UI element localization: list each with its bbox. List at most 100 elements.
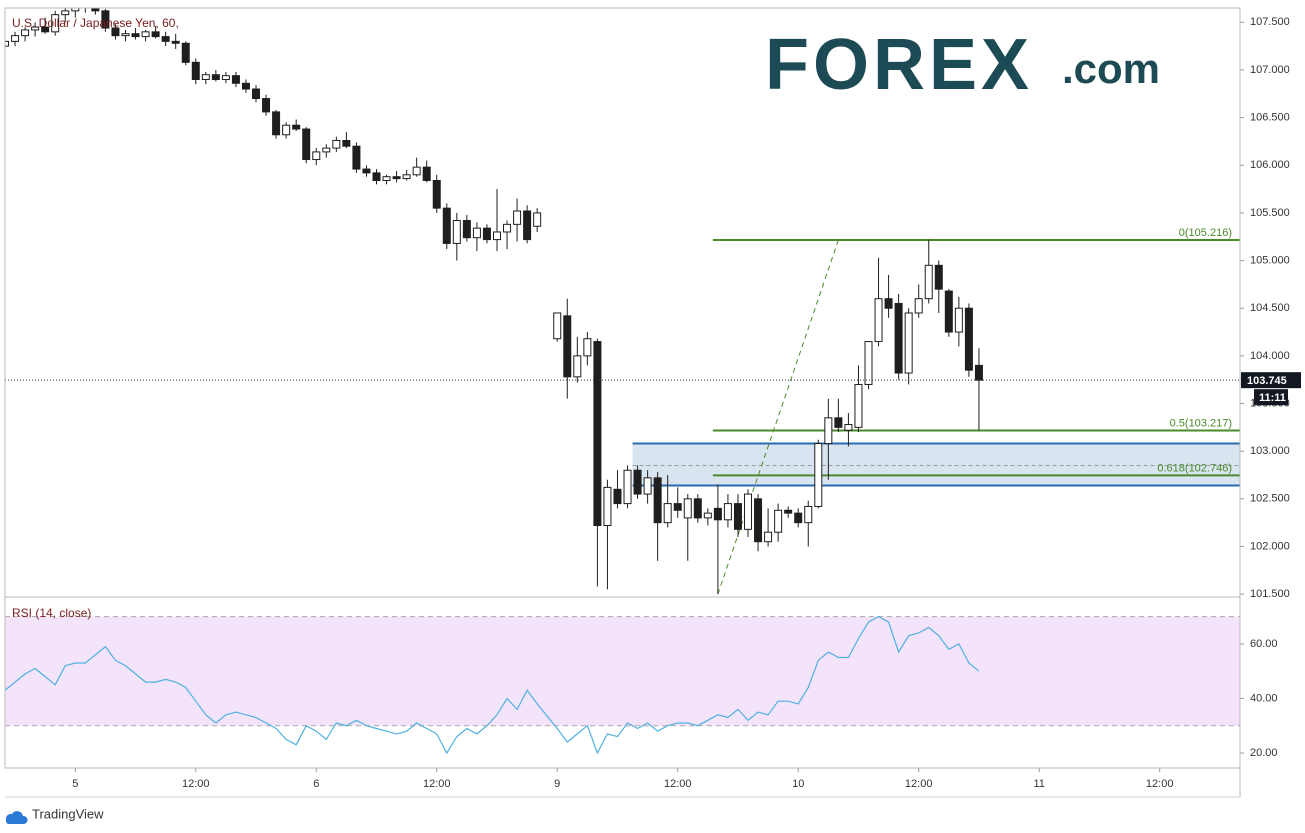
candle-body — [503, 223, 512, 233]
candle-body — [41, 26, 50, 33]
candle-body — [633, 469, 642, 495]
candle-body — [312, 151, 321, 161]
candle-body — [954, 307, 963, 333]
candle-body — [462, 220, 471, 239]
candle-body — [553, 312, 562, 340]
candle-body — [944, 290, 953, 333]
candle-body — [523, 210, 532, 241]
candle-body — [111, 27, 120, 37]
candle-body — [342, 139, 351, 147]
chart-title: U.S. Dollar / Japanese Yen, 60, — [12, 16, 179, 30]
rsi-pane — [5, 616, 1240, 727]
candle-body — [422, 166, 431, 182]
candle-body — [71, 8, 80, 12]
candle-body — [854, 383, 863, 428]
candle-body — [91, 8, 100, 12]
candle-body — [703, 512, 712, 519]
candle-body — [733, 503, 742, 530]
candle-body — [61, 10, 70, 16]
candle-body — [482, 227, 491, 241]
candle-body — [51, 14, 60, 33]
rsi-line — [5, 615, 980, 755]
candle-body — [272, 111, 281, 136]
rsi-y-tick-label: 20.00 — [1250, 747, 1278, 759]
candle-body — [231, 75, 240, 84]
candle-body — [824, 417, 833, 445]
candle-body — [663, 503, 672, 524]
y-tick-label: 102.000 — [1250, 540, 1290, 552]
x-tick-label: 6 — [313, 778, 319, 790]
rsi-y-tick-label: 60.00 — [1250, 638, 1278, 650]
candle-body — [292, 124, 301, 130]
rsi-plot — [5, 615, 980, 755]
candle-body — [894, 302, 903, 374]
candle-body — [864, 341, 873, 385]
candle-body — [161, 36, 170, 42]
candle-body — [964, 307, 973, 371]
candle-body — [191, 61, 200, 80]
candle-body — [211, 74, 220, 80]
candle-body — [402, 174, 411, 180]
y-tick-label: 107.000 — [1250, 64, 1290, 76]
x-tick-label: 12:00 — [1146, 778, 1174, 790]
candle-body — [282, 124, 291, 136]
candle-body — [744, 493, 753, 530]
rsi-band — [5, 616, 1240, 726]
candle-body — [21, 29, 30, 37]
candle-body — [713, 507, 722, 521]
footer-text: TradingView — [32, 806, 104, 821]
candle-body — [11, 35, 20, 42]
candle-body — [693, 498, 702, 519]
x-tick-label: 12:00 — [664, 778, 692, 790]
logo-icon — [5, 811, 28, 824]
candle-body — [974, 364, 983, 381]
x-tick-label: 12:00 — [905, 778, 933, 790]
x-tick-label: 5 — [72, 778, 78, 790]
candle-body — [914, 298, 923, 314]
y-tick-label: 104.000 — [1250, 350, 1290, 362]
candle-body — [141, 31, 150, 38]
y-tick-label: 106.500 — [1250, 112, 1290, 124]
candle-body — [603, 486, 612, 527]
candle-body — [613, 488, 622, 505]
tradingview-logo: TradingView — [5, 806, 104, 824]
candle-body — [513, 210, 522, 225]
candle-body — [754, 498, 763, 543]
fib-label: 0.618(102.746) — [1157, 462, 1232, 474]
candle-body — [804, 505, 813, 524]
candle-body — [322, 147, 331, 153]
candle-body — [653, 477, 662, 524]
countdown-box — [1254, 389, 1288, 406]
candle-body — [101, 10, 110, 29]
candle-body — [392, 176, 401, 180]
y-tick-label: 107.500 — [1250, 16, 1290, 28]
candle-body — [151, 31, 160, 38]
candle-body — [673, 503, 682, 511]
y-tick-label: 101.500 — [1250, 588, 1290, 600]
x-tick-label: 12:00 — [423, 778, 451, 790]
candle-body — [573, 355, 582, 378]
y-tick-label: 104.500 — [1250, 302, 1290, 314]
candle-body — [372, 172, 381, 182]
axes: 5 12:00 6 12:00 9 12:00 10 12:00 11 12:00 101.500 1… — [72, 16, 1301, 790]
y-tick-label: 103.000 — [1250, 445, 1290, 457]
candle-body — [262, 98, 271, 113]
candle-body — [583, 338, 592, 357]
candle-body — [201, 74, 210, 80]
candle-body — [352, 145, 361, 170]
candle-body — [533, 212, 542, 227]
candle-body — [492, 231, 501, 241]
rsi-y-tick-label: 40.00 — [1250, 692, 1278, 704]
candle-body — [834, 417, 843, 428]
candle-body — [252, 88, 261, 100]
candle-body — [432, 180, 441, 209]
candle-body — [241, 82, 250, 90]
x-tick-label: 9 — [554, 778, 560, 790]
y-tick-label: 105.500 — [1250, 207, 1290, 219]
candle-body — [171, 40, 180, 44]
candle-body — [814, 443, 823, 507]
candle-body — [593, 341, 602, 527]
rsi-title: RSI (14, close) — [12, 606, 91, 620]
candle-body — [934, 264, 943, 290]
